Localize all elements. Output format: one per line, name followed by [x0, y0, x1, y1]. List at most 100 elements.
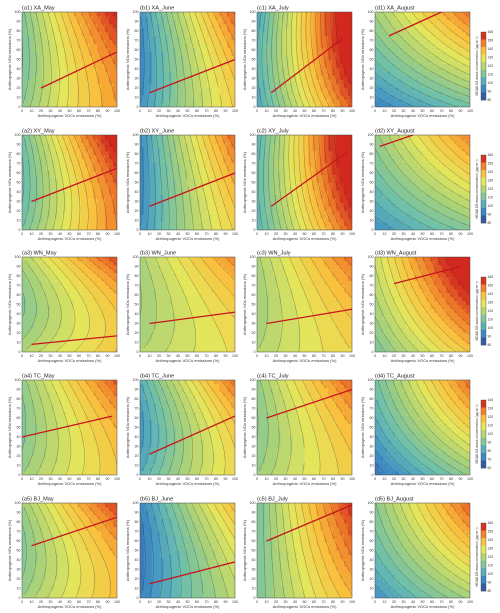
contour-lines	[140, 257, 235, 352]
x-tick-label: 0	[256, 600, 258, 604]
y-tick-label: 60	[135, 171, 139, 175]
y-tick-label: 40	[135, 312, 139, 316]
y-tick-label: 60	[135, 416, 139, 420]
x-tick-label: 70	[322, 600, 326, 604]
y-tick-label: 20	[252, 454, 256, 458]
y-tick-label: 10	[135, 96, 139, 100]
contour-level-135	[220, 503, 235, 525]
x-tick-label: 100	[114, 600, 120, 604]
ridge-line	[149, 561, 235, 585]
colorbar-label: MDA8 O3 mass concentration (μg m⁻³)	[475, 528, 479, 587]
y-tick-label: 70	[252, 407, 256, 411]
y-axis-label: Anthropogenic NOx emissions (%)	[242, 151, 247, 213]
contour-lines	[140, 503, 235, 598]
y-tick-label: 100	[250, 255, 256, 259]
x-tick-label: 50	[303, 109, 307, 113]
y-tick-label: 20	[370, 331, 374, 335]
y-tick-label: 80	[17, 520, 21, 524]
y-axis-label: Anthropogenic NOx emissions (%)	[360, 519, 365, 581]
filled-contours	[22, 503, 117, 598]
contour-level-145	[73, 12, 103, 107]
colorbar-label: MDA8 O3 mass concentration (μg m⁻³)	[475, 37, 479, 96]
plot-frame	[139, 256, 236, 353]
contour-level-160	[429, 257, 470, 317]
panel-title: (b4) TC_June	[140, 374, 174, 380]
y-tick-label: 70	[17, 284, 21, 288]
filled-contours	[140, 503, 235, 598]
y-tick-label: 60	[252, 48, 256, 52]
x-tick-label: 30	[284, 109, 288, 113]
y-tick-label: 70	[17, 162, 21, 166]
x-tick-label: 0	[139, 232, 141, 236]
plot-frame	[374, 379, 471, 476]
x-tick-label: 60	[195, 232, 199, 236]
x-tick-label: 0	[21, 354, 23, 358]
contour-level-155	[329, 503, 352, 557]
y-tick-label: 80	[17, 29, 21, 33]
x-tick-label: 50	[421, 109, 425, 113]
y-tick-label: 10	[370, 219, 374, 223]
y-tick-label: 70	[252, 39, 256, 43]
contour-level-110	[392, 380, 470, 470]
x-tick-label: 40	[411, 600, 415, 604]
colorbar-tick: 100	[488, 204, 494, 208]
y-tick-label: 80	[370, 397, 374, 401]
y-tick-label: 40	[370, 190, 374, 194]
contour-level-145	[446, 380, 470, 410]
x-tick-label: 10	[265, 354, 269, 358]
x-tick-label: 90	[341, 109, 345, 113]
x-tick-label: 50	[421, 477, 425, 481]
y-tick-label: 100	[133, 255, 139, 259]
y-tick-label: 30	[17, 445, 21, 449]
contour-level-165	[345, 503, 352, 519]
x-tick-label: 90	[224, 109, 228, 113]
contour-level-120	[407, 380, 470, 454]
y-tick-label: 10	[370, 341, 374, 345]
contour-level-120	[198, 503, 235, 581]
contour-level-125	[407, 503, 470, 576]
contour-level-135	[394, 257, 456, 352]
x-tick-label: 0	[21, 600, 23, 604]
ridge-line	[149, 172, 235, 207]
y-tick-label: 70	[252, 162, 256, 166]
contour-level-145	[447, 135, 470, 157]
y-tick-label: 10	[17, 219, 21, 223]
x-axis-label: Anthropogenic VOCs emissions (%)	[156, 113, 220, 118]
colorbar-tick: 60	[488, 466, 492, 470]
contour-level-100	[375, 528, 433, 598]
x-tick-label: 90	[224, 600, 228, 604]
y-tick-label: 20	[135, 454, 139, 458]
x-axis-label: Anthropogenic VOCs emissions (%)	[391, 358, 455, 363]
contour-level-100	[377, 380, 453, 475]
contour-level-120	[375, 264, 420, 352]
contour-level-150	[452, 12, 470, 28]
contour-level-120	[41, 12, 52, 107]
x-tick-label: 0	[256, 477, 258, 481]
y-tick-label: 70	[17, 39, 21, 43]
x-tick-label: 40	[411, 354, 415, 358]
contour-level-95	[375, 184, 436, 230]
contour-level-90	[157, 503, 172, 598]
contour-level-125	[184, 380, 214, 475]
y-tick-label: 50	[17, 181, 21, 185]
contour-level-125	[189, 135, 213, 230]
contour-level-130	[58, 380, 85, 475]
contour-level-115	[278, 135, 288, 230]
x-tick-label: 30	[167, 600, 171, 604]
contour-level-115	[170, 380, 193, 475]
x-tick-label: 100	[232, 232, 238, 236]
x-tick-label: 70	[205, 109, 209, 113]
ridge-line	[149, 311, 235, 325]
contour-level-125	[291, 12, 305, 107]
x-tick-label: 50	[303, 600, 307, 604]
y-tick-label: 80	[17, 397, 21, 401]
x-tick-label: 20	[392, 109, 396, 113]
contour-level-125	[415, 380, 470, 446]
y-tick-label: 80	[135, 274, 139, 278]
contour-level-105	[22, 523, 27, 578]
ridge-line	[270, 151, 348, 207]
contour-level-100	[23, 135, 31, 227]
x-tick-label: 40	[58, 354, 62, 358]
x-tick-label: 0	[21, 232, 23, 236]
x-tick-label: 40	[411, 109, 415, 113]
